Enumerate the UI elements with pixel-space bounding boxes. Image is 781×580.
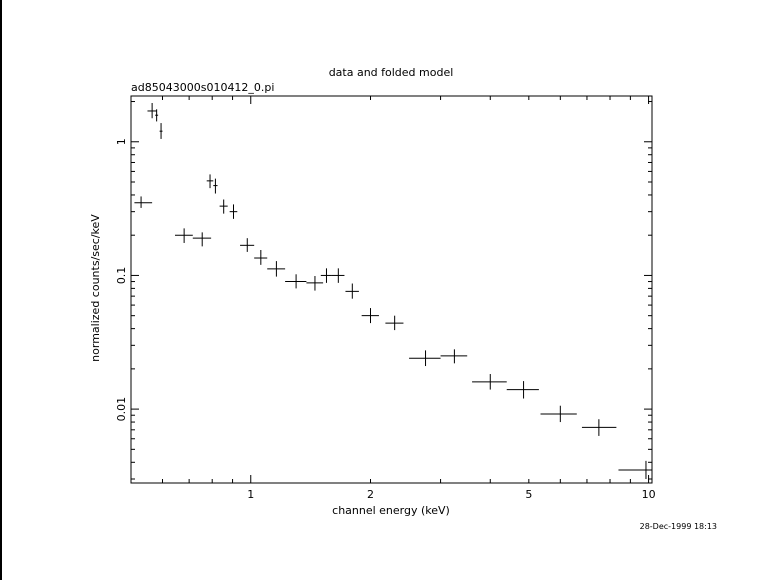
- data-point: [192, 232, 212, 247]
- data-point: [206, 174, 214, 189]
- data-point: [213, 178, 218, 194]
- y-tick-label: 0.1: [115, 267, 128, 285]
- data-point: [331, 268, 345, 283]
- timestamp-label: 28-Dec-1999 18:13: [640, 522, 717, 531]
- data-point: [155, 109, 159, 122]
- x-tick-label: 2: [367, 488, 374, 501]
- data-point: [540, 405, 577, 423]
- axis-ticks: [130, 96, 652, 483]
- x-tick-label: 1: [247, 488, 254, 501]
- data-point: [320, 268, 332, 283]
- chart-subtitle: ad85043000s010412_0.pi: [131, 81, 274, 94]
- chart-title: data and folded model: [329, 66, 454, 79]
- data-point: [134, 196, 153, 208]
- x-axis-label: channel energy (keV): [332, 504, 450, 517]
- data-point: [581, 419, 617, 436]
- data-point: [267, 261, 286, 277]
- data-point: [345, 283, 359, 299]
- data-point: [506, 381, 539, 399]
- data-points: [134, 103, 652, 479]
- y-tick-label: 1: [115, 138, 128, 145]
- data-point: [472, 374, 507, 390]
- data-point: [385, 315, 404, 331]
- y-axis-label: normalized counts/sec/keV: [89, 214, 102, 362]
- data-point: [306, 276, 324, 291]
- axis-tick-labels: 1 2 5 10 0.01 0.1 1: [115, 138, 656, 501]
- x-tick-label: 5: [525, 488, 532, 501]
- y-tick-label: 0.01: [115, 397, 128, 422]
- data-point: [240, 238, 255, 252]
- data-point: [159, 123, 163, 139]
- data-point: [618, 460, 652, 479]
- plot-frame: [130, 95, 653, 484]
- data-point: [174, 228, 193, 243]
- data-point: [409, 350, 441, 367]
- data-point: [285, 274, 307, 289]
- data-point: [219, 199, 228, 214]
- x-tick-label: 10: [642, 488, 656, 501]
- data-point: [147, 103, 157, 119]
- window-left-edge: [0, 0, 2, 580]
- data-point: [254, 249, 268, 265]
- data-point: [361, 308, 379, 324]
- data-point: [440, 349, 468, 364]
- data-point: [229, 204, 238, 219]
